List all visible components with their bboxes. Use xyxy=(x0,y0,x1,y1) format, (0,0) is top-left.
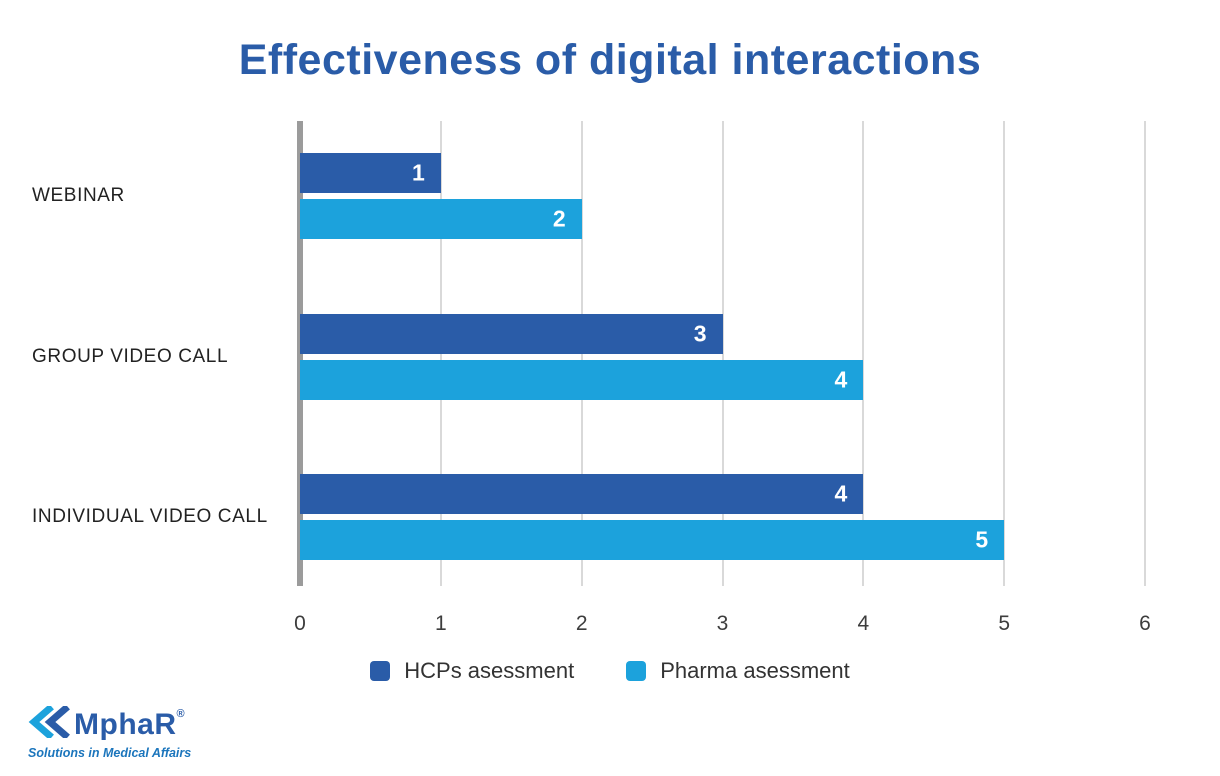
category-label: WEBINAR xyxy=(32,185,125,207)
double-chevron-logo-icon xyxy=(28,704,70,743)
x-axis-ticks: 0 1 2 3 4 5 6 xyxy=(294,598,1151,648)
bar-value-label: 1 xyxy=(412,159,425,186)
gridline xyxy=(1003,121,1006,586)
bar-value-label: 4 xyxy=(834,366,848,392)
category-label: INDIVIDUAL VIDEO CALL xyxy=(32,506,268,528)
category-label: GROUP VIDEO CALL xyxy=(32,345,229,367)
x-tick-label: 2 xyxy=(575,612,588,635)
bar-value-label: 2 xyxy=(552,205,566,232)
x-tick-label: 5 xyxy=(998,612,1010,635)
bar-hcps-individual-video-call: 4 xyxy=(300,474,864,514)
x-tick-label: 0 xyxy=(294,612,306,635)
bar-pharma-individual-video-call: 5 xyxy=(300,520,1005,560)
logo-wordmark: MphaR® xyxy=(74,707,186,741)
bar-hcps-group-video-call: 3 xyxy=(300,313,723,354)
gridline xyxy=(862,121,865,586)
chart-page: Effectiveness of digital interactions WE… xyxy=(0,36,1220,776)
x-tick-label: 1 xyxy=(434,612,447,635)
mphar-logo: MphaR® Solutions in Medical Affairs xyxy=(28,704,198,760)
chart-title: Effectiveness of digital interactions xyxy=(238,36,982,84)
gridline xyxy=(580,121,583,586)
legend: HCPs asessment Pharma asessment xyxy=(0,658,1220,684)
legend-label: HCPs asessment xyxy=(404,658,575,683)
legend-swatch xyxy=(370,661,391,681)
bar-value-label: 4 xyxy=(834,480,848,507)
x-tick-label: 4 xyxy=(857,612,870,635)
y-axis-line xyxy=(297,121,303,586)
bar-value-label: 5 xyxy=(975,526,989,553)
category-labels: WEBINAR GROUP VIDEO CALL INDIVIDUAL VIDEO … xyxy=(0,121,300,586)
x-tick-label: 3 xyxy=(716,612,729,635)
gridlines xyxy=(297,121,1146,586)
bar-hcps-webinar: 1 xyxy=(300,153,441,193)
bar-chart: WEBINAR GROUP VIDEO CALL INDIVIDUAL VIDEO … xyxy=(0,121,1220,648)
gridline xyxy=(439,121,442,586)
gridline xyxy=(1144,121,1146,586)
legend-item: Pharma asessment xyxy=(626,658,850,684)
logo-tagline: Solutions in Medical Affairs xyxy=(28,746,192,760)
registered-mark: ® xyxy=(176,707,186,720)
bar-pharma-group-video-call: 4 xyxy=(300,359,864,400)
x-tick-label: 6 xyxy=(1139,612,1151,635)
bar-pharma-webinar: 2 xyxy=(300,199,582,239)
bar-value-label: 3 xyxy=(693,320,707,346)
legend-label: Pharma asessment xyxy=(660,658,850,683)
legend-item: HCPs asessment xyxy=(370,658,574,684)
gridline xyxy=(721,121,724,586)
legend-swatch xyxy=(626,661,647,681)
